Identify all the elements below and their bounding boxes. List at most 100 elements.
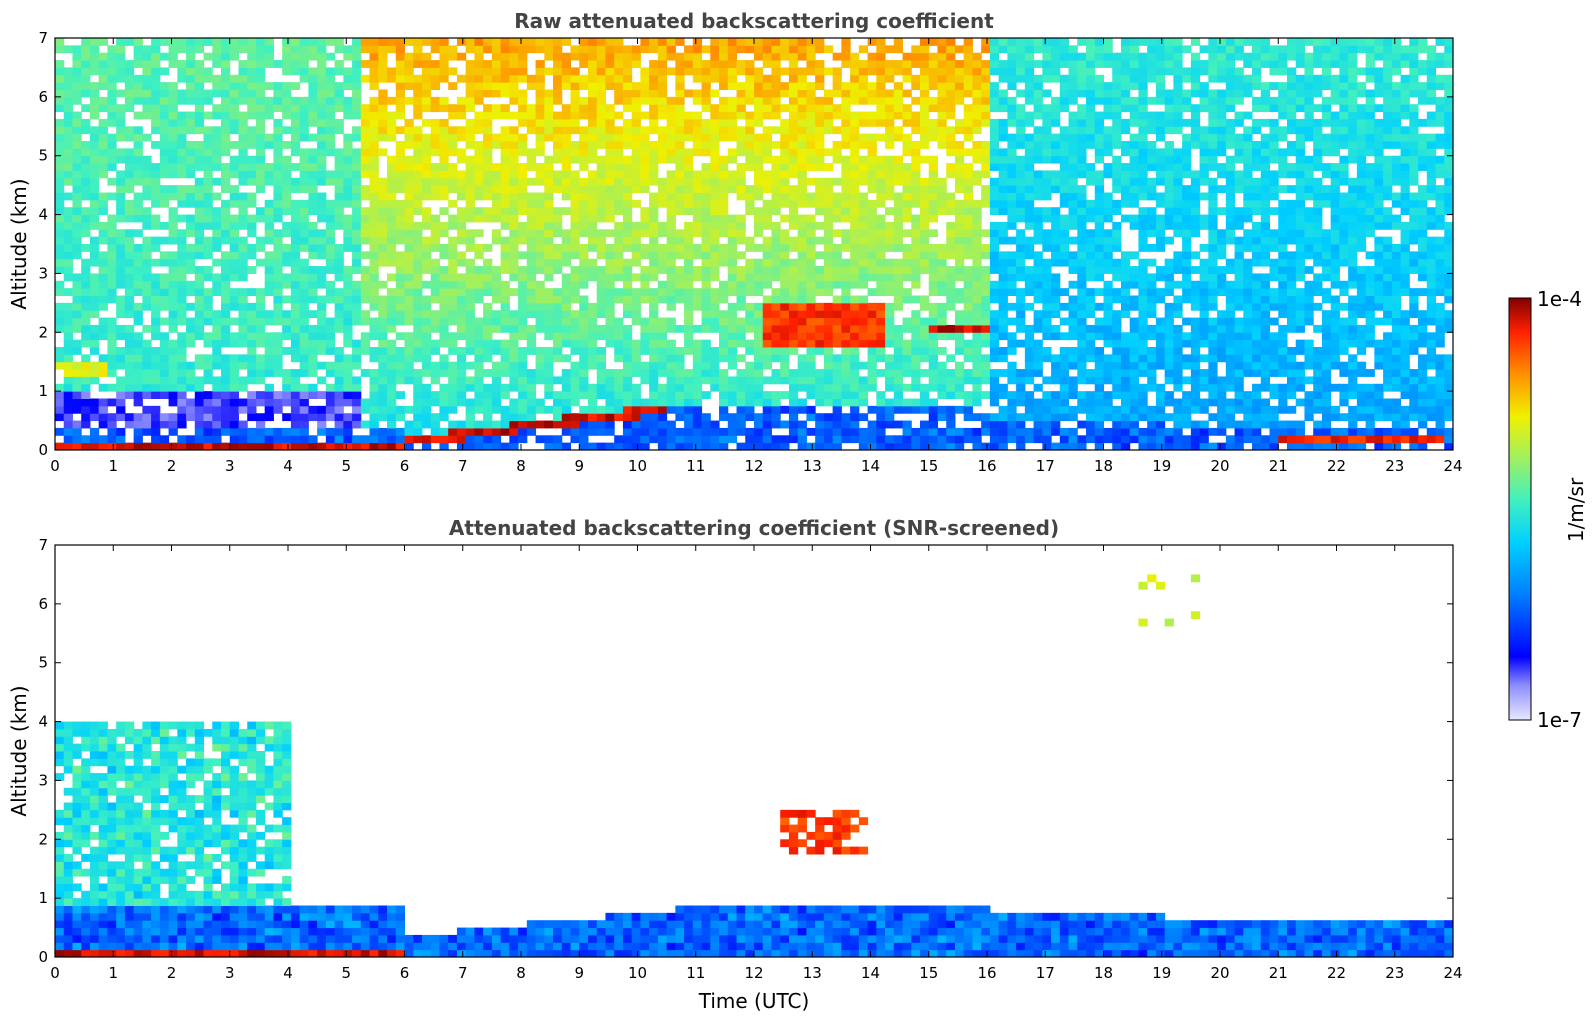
heatmap-cell: [124, 104, 135, 113]
heatmap-cell: [553, 339, 563, 348]
heatmap-cell: [867, 288, 877, 296]
heatmap-cell: [308, 38, 318, 46]
heatmap-cell: [247, 192, 257, 201]
heatmap-cell: [692, 354, 703, 363]
heatmap-cell: [500, 177, 510, 186]
heatmap-cell: [81, 383, 91, 392]
heatmap-cell: [553, 60, 563, 68]
heatmap-cell: [605, 163, 615, 171]
heatmap-cell: [299, 133, 309, 142]
heatmap-cell: [876, 60, 886, 68]
heatmap-cell: [413, 38, 423, 46]
heatmap-cell: [360, 104, 371, 113]
heatmap-cell: [334, 427, 344, 436]
heatmap-cell: [159, 185, 170, 193]
heatmap-cell: [378, 111, 388, 120]
heatmap-cell: [587, 420, 598, 429]
heatmap-cell: [570, 236, 580, 245]
heatmap-cell: [168, 118, 178, 127]
heatmap-cell: [81, 89, 91, 98]
heatmap-cell: [937, 442, 947, 450]
heatmap-cell: [989, 266, 1000, 274]
heatmap-cell: [893, 133, 904, 142]
heatmap-cell: [229, 420, 239, 429]
heatmap-cell: [885, 339, 895, 348]
heatmap-cell: [911, 369, 921, 377]
heatmap-cell: [920, 244, 930, 252]
heatmap-cell: [456, 442, 467, 450]
heatmap-cell: [439, 354, 449, 363]
heatmap-cell: [369, 96, 379, 105]
heatmap-cell: [631, 310, 641, 319]
heatmap-cell: [544, 288, 554, 296]
heatmap-cell: [614, 383, 624, 392]
heatmap-cell: [867, 133, 877, 142]
heatmap-cell: [920, 74, 930, 83]
heatmap-cell: [963, 148, 973, 157]
heatmap-cell: [771, 405, 781, 414]
heatmap-cell: [255, 155, 266, 164]
heatmap-cell: [55, 185, 65, 193]
heatmap-cell: [395, 67, 405, 76]
heatmap-cell: [675, 383, 685, 392]
heatmap-cell: [684, 435, 694, 444]
heatmap-cell: [692, 52, 703, 61]
heatmap-cell: [605, 244, 615, 252]
heatmap-cell: [989, 141, 1000, 149]
heatmap-cell: [920, 207, 930, 216]
heatmap-cell: [63, 74, 73, 83]
heatmap-cell: [387, 170, 397, 179]
heatmap-cell: [649, 347, 659, 355]
heatmap-cell: [701, 324, 711, 333]
heatmap-cell: [893, 295, 904, 304]
heatmap-cell: [395, 45, 405, 54]
heatmap-cell: [596, 347, 606, 355]
heatmap-cell: [701, 96, 711, 105]
heatmap-cell: [736, 60, 746, 68]
heatmap-cell: [876, 96, 886, 105]
heatmap-cell: [771, 52, 781, 61]
heatmap-cell: [832, 427, 842, 436]
heatmap-cell: [194, 251, 205, 260]
heatmap-cell: [63, 221, 73, 230]
heatmap-cell: [89, 413, 100, 422]
heatmap-cell: [920, 192, 930, 201]
heatmap-cell: [186, 302, 196, 311]
heatmap-cell: [63, 324, 73, 333]
heatmap-cell: [360, 435, 371, 444]
heatmap-cell: [858, 413, 869, 422]
heatmap-cell: [963, 207, 973, 216]
heatmap-cell: [920, 126, 930, 135]
heatmap-cell: [194, 82, 205, 90]
heatmap-cell: [81, 295, 91, 304]
heatmap-cell: [81, 192, 91, 201]
heatmap-cell: [352, 45, 362, 54]
heatmap-cell: [972, 111, 982, 120]
heatmap-cell: [509, 214, 519, 223]
heatmap-cell: [483, 435, 493, 444]
heatmap-cell: [806, 155, 816, 164]
heatmap-cell: [212, 74, 222, 83]
heatmap-cell: [657, 229, 668, 238]
heatmap-cell: [352, 199, 362, 208]
heatmap-cell: [876, 133, 886, 142]
heatmap-cell: [387, 413, 397, 422]
heatmap-cell: [867, 273, 877, 282]
heatmap-cell: [430, 420, 440, 429]
heatmap-cell: [229, 266, 239, 274]
heatmap-cell: [841, 435, 851, 444]
heatmap-cell: [430, 413, 440, 422]
heatmap-cell: [212, 280, 222, 289]
heatmap-cell: [954, 82, 965, 90]
heatmap-cell: [832, 126, 842, 135]
heatmap-cell: [570, 317, 580, 326]
heatmap-cell: [308, 155, 318, 164]
heatmap-cell: [614, 317, 624, 326]
heatmap-cell: [395, 332, 405, 341]
heatmap-cell: [736, 354, 746, 363]
heatmap-cell: [771, 369, 781, 377]
heatmap-cell: [273, 427, 283, 436]
heatmap-cell: [334, 207, 344, 216]
heatmap-cell: [561, 302, 572, 311]
heatmap-cell: [299, 96, 309, 105]
